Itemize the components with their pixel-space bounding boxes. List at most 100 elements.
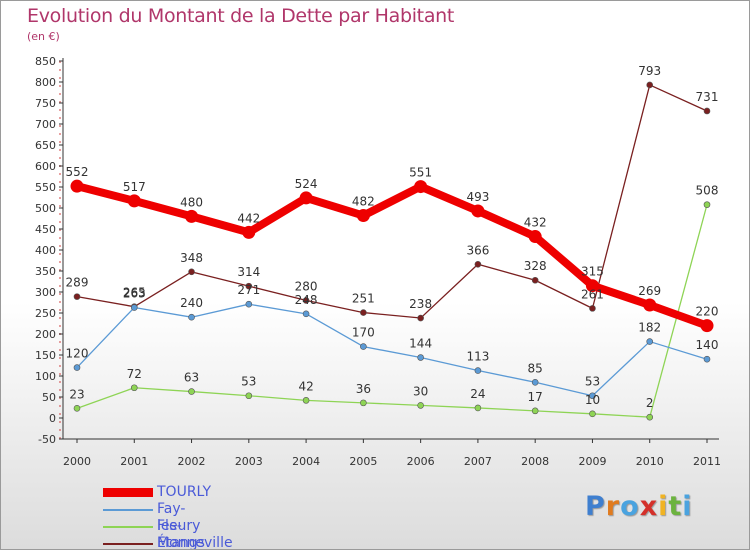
data-point <box>356 209 370 223</box>
data-label: 328 <box>524 259 547 273</box>
data-point <box>703 355 711 363</box>
x-tick-label: 2008 <box>521 455 549 468</box>
data-point <box>302 397 310 404</box>
data-label: 315 <box>581 265 604 279</box>
data-label: 271 <box>237 283 260 297</box>
data-point <box>130 304 138 311</box>
y-tick-label: 250 <box>35 307 56 320</box>
logo-letter: o <box>620 491 640 522</box>
data-label: 731 <box>696 90 719 104</box>
data-label: 432 <box>524 216 547 230</box>
data-point <box>70 179 84 193</box>
data-point <box>703 107 711 115</box>
data-label: 793 <box>638 64 661 78</box>
chart-unit: (en €) <box>27 30 60 43</box>
chart-title: Evolution du Montant de la Dette par Hab… <box>27 5 455 27</box>
data-point <box>703 201 711 208</box>
y-tick-label: 650 <box>35 139 56 152</box>
data-label: 265 <box>123 286 146 300</box>
data-label: 552 <box>66 165 89 179</box>
data-label: 170 <box>352 326 375 340</box>
data-label: 85 <box>528 361 543 375</box>
x-tick-label: 2011 <box>693 455 721 468</box>
data-label: 551 <box>409 166 432 180</box>
y-tick-label: 850 <box>35 55 56 68</box>
data-point <box>471 204 485 218</box>
data-label: 42 <box>298 379 313 393</box>
data-point <box>73 364 81 371</box>
data-label: 24 <box>470 387 485 401</box>
x-tick-label: 2005 <box>349 455 377 468</box>
data-point <box>531 276 539 284</box>
y-tick-label: 150 <box>35 349 56 362</box>
data-label: 263 <box>123 287 146 301</box>
data-point <box>130 384 138 392</box>
data-label: 238 <box>409 297 432 311</box>
data-label: 280 <box>295 279 318 293</box>
x-tick-label: 2002 <box>178 455 206 468</box>
data-point <box>242 225 256 239</box>
data-point <box>185 209 199 223</box>
data-label: 314 <box>237 265 260 279</box>
data-label: 524 <box>295 177 318 191</box>
legend-label: Fay-les-Étangs <box>157 501 205 550</box>
data-label: 289 <box>66 276 89 290</box>
legend-label: TOURLY <box>157 484 212 500</box>
data-point <box>417 314 424 322</box>
data-point <box>302 310 310 318</box>
x-tick-label: 2000 <box>63 455 91 468</box>
logo-letter: i <box>658 491 669 522</box>
data-point <box>585 279 599 293</box>
data-point <box>646 338 654 345</box>
data-label: 30 <box>413 384 428 398</box>
y-tick-label: 0 <box>49 412 56 425</box>
data-label: 10 <box>585 393 600 407</box>
data-label: 493 <box>466 190 489 204</box>
data-label: 248 <box>295 293 318 307</box>
data-label: 120 <box>66 347 89 361</box>
data-point <box>474 367 482 374</box>
x-tick-label: 2001 <box>120 455 148 468</box>
data-point <box>589 410 596 418</box>
data-point <box>302 297 310 304</box>
series-line <box>76 84 708 319</box>
data-label: 269 <box>638 284 661 298</box>
series-line <box>76 303 708 397</box>
data-point <box>360 309 367 316</box>
y-tick-label: 700 <box>35 118 56 131</box>
logo-letter: i <box>682 491 693 522</box>
data-label: 182 <box>638 321 661 335</box>
legend-label: Monneville <box>157 535 233 550</box>
x-tick-label: 2004 <box>292 455 320 468</box>
logo-letter: x <box>639 491 659 522</box>
proxiti-logo: Proxiti <box>585 491 693 522</box>
logo-letter: r <box>605 491 621 522</box>
data-point <box>643 298 657 312</box>
data-label: 53 <box>585 375 600 389</box>
data-label: 508 <box>696 184 719 198</box>
data-label: 517 <box>123 180 146 194</box>
data-point <box>417 402 424 409</box>
data-point <box>474 260 482 268</box>
data-point <box>646 413 654 421</box>
data-point <box>646 81 654 89</box>
data-point <box>360 399 367 407</box>
data-label: 23 <box>69 387 84 401</box>
data-point <box>589 392 596 400</box>
y-tick-label: 550 <box>35 181 56 194</box>
data-label: 63 <box>184 371 199 385</box>
data-label: 2 <box>646 396 654 410</box>
data-point <box>299 191 313 205</box>
data-point <box>360 343 367 350</box>
legend-label: Fleury <box>157 518 201 534</box>
data-label: 53 <box>241 375 256 389</box>
data-point <box>188 313 195 321</box>
y-tick-label: -50 <box>38 433 56 446</box>
data-point <box>417 354 424 361</box>
data-point <box>245 392 253 400</box>
legend-swatch <box>103 526 153 528</box>
data-point <box>245 282 253 290</box>
y-tick-label: 600 <box>35 160 56 173</box>
